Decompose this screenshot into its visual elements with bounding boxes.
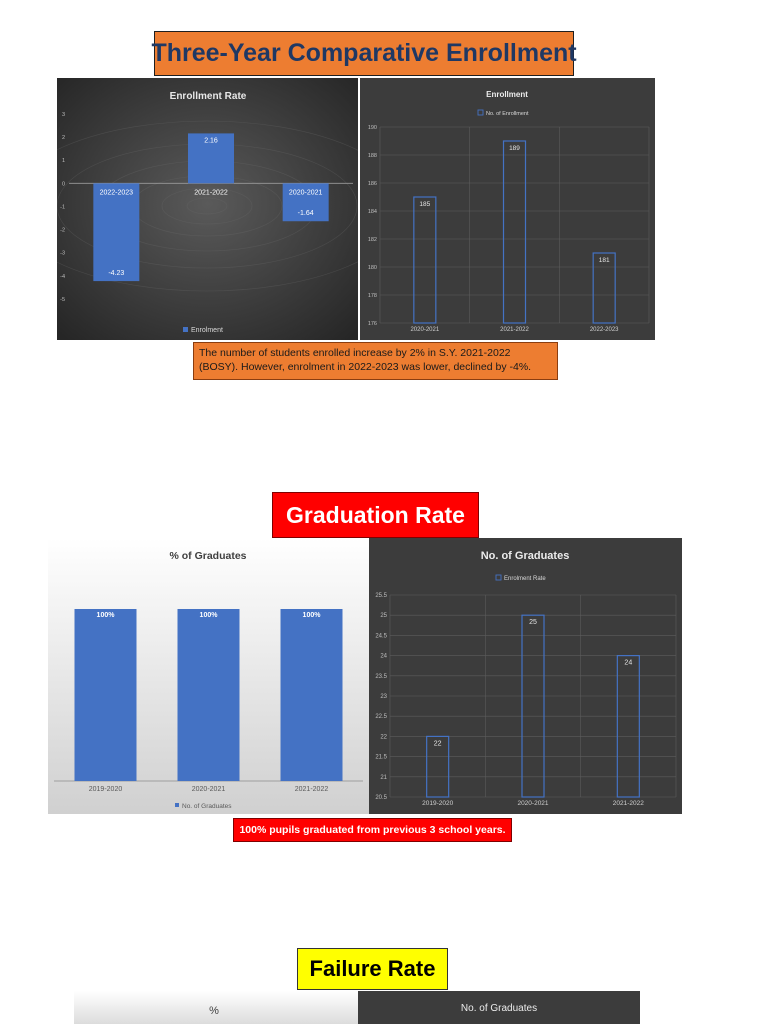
chart-title: Enrollment Rate [170,91,247,102]
failure-percent-chart-panel: % [74,991,358,1024]
chart-title: No. of Graduates [481,550,570,562]
legend-label: Enrolment [191,327,223,334]
bar [282,183,329,222]
y-tick-label: -2 [60,228,65,234]
data-label: 100% [303,612,322,619]
bar [280,609,343,781]
category-label: 2020-2021 [289,189,323,196]
bar [74,609,137,781]
chart-background [74,991,358,1024]
enrollment-section-title: Three-Year Comparative Enrollment [151,31,577,76]
y-tick-label: 24.5 [375,633,387,639]
number-graduates-chart: No. of Graduates Enrolment Rate 25.5 25 24… [369,538,682,814]
data-label: 100% [200,612,219,619]
y-tick-label: -4 [60,274,65,280]
category-label: 2019-2020 [89,786,123,793]
category-label: 2020-2021 [192,786,226,793]
percent-graduates-chart: % of Graduates 100% 2019-2020 100% 2020-202… [48,538,369,814]
data-label: 100% [97,612,116,619]
data-label: -4.23 [108,270,124,277]
chart-background [360,78,655,340]
category-label: 2022-2023 [590,327,619,333]
y-tick-label: 188 [368,153,377,159]
bar [188,133,234,184]
y-tick-label: 0 [62,181,65,187]
y-tick-label: 182 [368,237,377,243]
chart-background [358,991,640,1024]
enrollment-note: The number of students enrolled increase… [193,342,558,380]
y-tick-label: 24 [380,654,387,660]
legend-label: Enrolment Rate [504,576,546,582]
bar [502,140,527,324]
y-tick-label: 1 [62,158,65,164]
bar [93,183,140,282]
y-tick-label: 178 [368,293,377,299]
data-label: 189 [509,145,520,152]
data-label: -1.64 [298,210,314,217]
data-label: 25 [529,619,537,626]
legend-label: No. of Enrollment [486,111,529,117]
y-tick-label: 21.5 [375,755,387,761]
bar [413,196,437,324]
chart-title: % of Graduates [169,550,246,562]
category-label: 2020-2021 [517,800,548,807]
y-tick-label: 184 [368,209,377,215]
bar [521,614,545,798]
y-tick-label: 3 [62,112,65,118]
enrollment-chart: Enrollment No. of Enrollment 190 188 186 18… [360,78,655,340]
data-label: 22 [434,740,442,747]
category-label: 2022-2023 [100,189,134,196]
y-tick-label: 2 [62,135,65,141]
graduation-note: 100% pupils graduated from previous 3 sc… [233,818,512,842]
number-graduates-chart-panel: No. of Graduates Enrolment Rate 25.5 25 24… [369,538,682,814]
y-tick-label: -3 [60,251,65,257]
bar [616,654,640,798]
y-tick-label: 180 [368,265,377,271]
enrollment-chart-panel: Enrollment No. of Enrollment 190 188 186 18… [360,78,655,340]
category-label: 2021-2022 [194,189,228,196]
bar [177,609,240,781]
y-tick-label: 23 [380,694,387,700]
y-tick-label: 21 [380,775,387,781]
y-tick-label: 176 [368,321,377,327]
y-tick-label: 22.5 [375,714,387,720]
failure-section-title: Failure Rate [297,948,448,990]
category-label: 2021-2022 [500,327,529,333]
category-label: 2020-2021 [410,327,439,333]
chart-title: % [209,1005,219,1017]
category-label: 2019-2020 [422,800,453,807]
y-tick-label: -5 [60,297,65,303]
y-tick-label: -1 [60,204,65,210]
failure-graduates-chart-panel: No. of Graduates [358,991,640,1024]
enrollment-rate-chart-panel: Enrollment Rate 3 2 1 0 -1 -2 -3 -4 -5 2022-2023… [57,78,358,340]
enrollment-rate-chart: Enrollment Rate 3 2 1 0 -1 -2 -3 -4 -5 2022-2023… [57,78,358,340]
y-tick-label: 25 [380,613,387,619]
failure-percent-chart: % [74,991,358,1024]
y-tick-label: 23.5 [375,674,387,680]
category-label: 2021-2022 [295,786,329,793]
data-label: 181 [599,257,610,264]
data-label: 24 [624,660,632,667]
legend-swatch [477,109,484,116]
category-label: 2021-2022 [613,800,644,807]
percent-graduates-chart-panel: % of Graduates 100% 2019-2020 100% 2020-202… [48,538,369,814]
bar [592,252,616,324]
y-tick-label: 20.5 [375,795,387,801]
chart-title: Enrollment [486,90,528,99]
legend-swatch [183,327,188,332]
bar [426,735,450,798]
data-label: 185 [419,201,430,208]
legend-label: No. of Graduates [182,803,232,810]
y-tick-label: 22 [380,734,387,740]
data-label: 2.16 [204,137,218,144]
chart-title: No. of Graduates [461,1003,537,1014]
failure-graduates-chart: No. of Graduates [358,991,640,1024]
y-tick-label: 186 [368,181,377,187]
y-tick-label: 190 [368,125,377,131]
legend-swatch [495,574,502,581]
graduation-section-title: Graduation Rate [272,492,479,538]
y-tick-label: 25.5 [375,593,387,599]
legend-swatch [175,803,179,807]
